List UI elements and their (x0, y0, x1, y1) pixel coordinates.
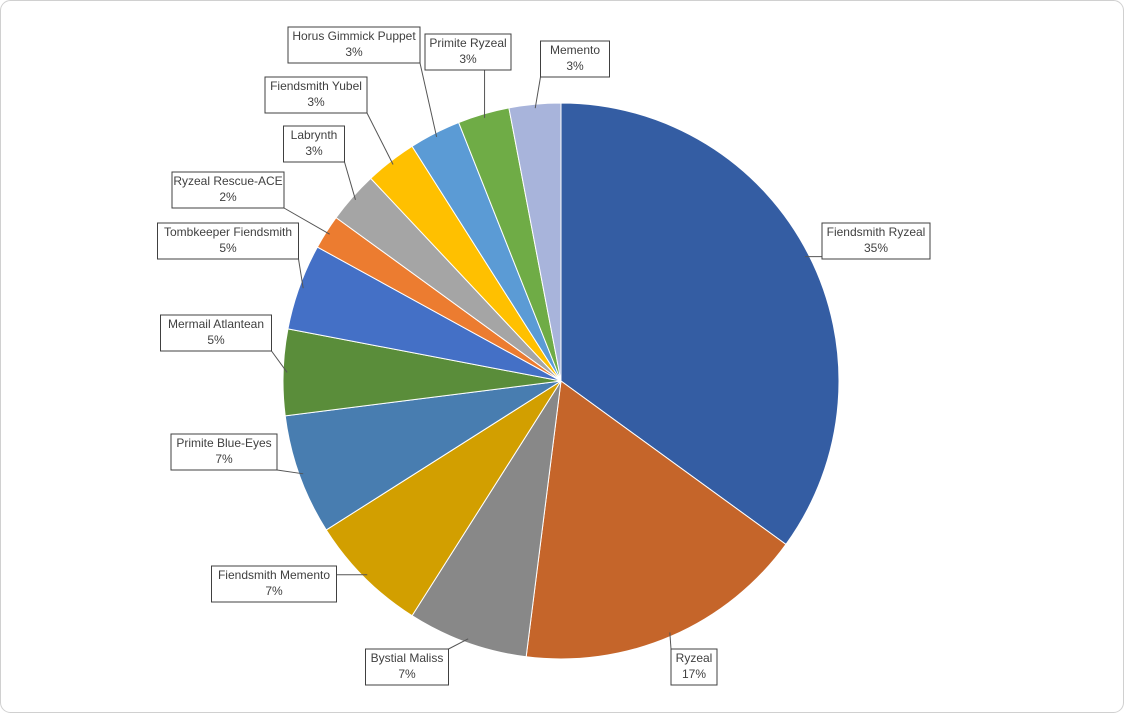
pie-slice (325, 380, 562, 617)
value-label: 3% (305, 144, 323, 158)
leader-line (669, 632, 672, 650)
value-label: 35% (864, 241, 888, 255)
category-label: Fiendsmith Ryzeal (827, 225, 926, 239)
leader-line (534, 76, 541, 109)
label-box (264, 76, 368, 114)
label-box (170, 433, 278, 471)
category-label: Mermail Atlantean (168, 317, 264, 331)
value-label: 3% (345, 45, 363, 59)
value-label: 2% (219, 190, 237, 204)
leader-line (298, 258, 304, 289)
value-label: 3% (459, 52, 477, 66)
value-label: 5% (219, 241, 237, 255)
leader-line (271, 350, 288, 373)
label-box (670, 648, 718, 686)
pie-slice (284, 380, 562, 531)
label-box (287, 26, 421, 64)
value-label: 5% (207, 333, 225, 347)
value-label: 17% (682, 667, 706, 681)
category-label: Bystial Maliss (371, 651, 444, 665)
label-box (211, 565, 337, 603)
leader-line (283, 207, 330, 235)
label-box (283, 125, 345, 163)
category-label: Fiendsmith Memento (218, 568, 330, 582)
label-box (157, 222, 299, 260)
leader-line (419, 62, 438, 137)
category-label: Horus Gimmick Puppet (292, 29, 416, 43)
value-label: 3% (566, 59, 584, 73)
label-box (424, 33, 512, 71)
pie-slice (508, 102, 562, 382)
pie-slice (411, 380, 562, 658)
label-box (821, 222, 931, 260)
label-box (171, 171, 285, 209)
label-box (365, 648, 449, 686)
category-label: Memento (550, 43, 600, 57)
value-label: 7% (398, 667, 416, 681)
category-label: Ryzeal (676, 651, 713, 665)
leader-line (276, 469, 304, 475)
value-label: 7% (265, 584, 283, 598)
category-label: Primite Ryzeal (429, 36, 506, 50)
pie (282, 102, 840, 660)
category-label: Primite Blue-Eyes (176, 436, 271, 450)
category-label: Tombkeeper Fiendsmith (164, 225, 292, 239)
label-box (540, 40, 610, 78)
pie-slice (560, 102, 840, 546)
label-box (160, 314, 272, 352)
leader-line (344, 161, 356, 200)
value-label: 7% (215, 452, 233, 466)
category-label: Ryzeal Rescue-ACE (173, 174, 282, 188)
value-label: 3% (307, 95, 325, 109)
category-label: Labrynth (291, 128, 338, 142)
category-label: Fiendsmith Yubel (270, 79, 362, 93)
labels: Fiendsmith Ryzeal 35% Ryzeal 17% Bystial Mal… (157, 26, 931, 686)
pie-slice (525, 380, 787, 660)
leader-line (448, 638, 469, 650)
leader-line (366, 112, 394, 165)
